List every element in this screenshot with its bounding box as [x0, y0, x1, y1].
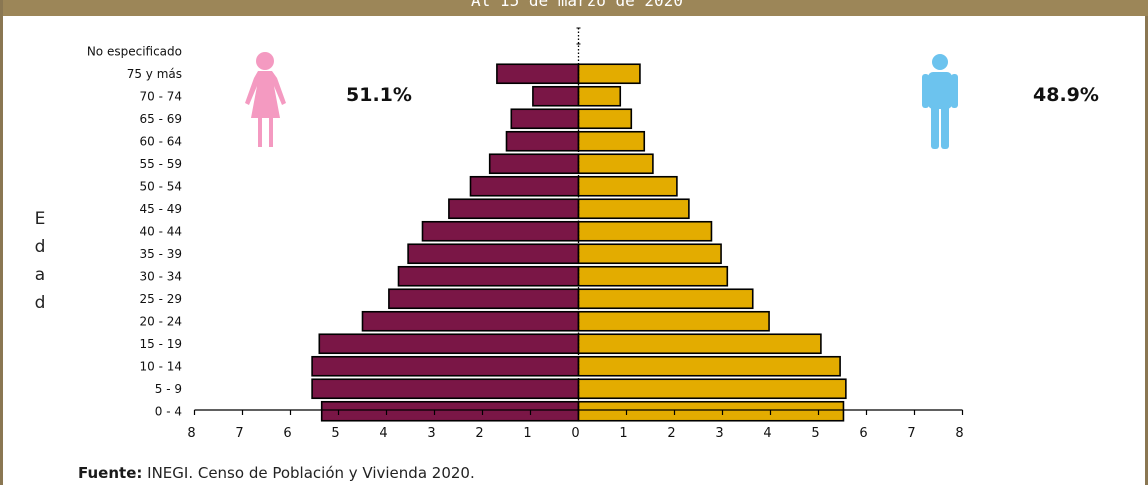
bar-male: [577, 288, 754, 310]
x-tick-label: 8: [187, 426, 195, 441]
bar-male: [577, 130, 646, 152]
female-percent: 51.1%: [346, 84, 412, 106]
source-text: INEGI. Censo de Población y Vivienda 202…: [142, 464, 475, 482]
x-tick-label: 6: [859, 426, 867, 441]
x-tick-label: 5: [811, 426, 819, 441]
male-percent: 48.9%: [1033, 84, 1099, 106]
bar-female: [448, 198, 580, 220]
x-tick-label: 1: [523, 426, 531, 441]
y-axis-title-letter: a: [34, 265, 46, 285]
x-tick-label: 6: [283, 426, 291, 441]
bar-female: [505, 130, 580, 152]
bar-female: [407, 243, 580, 265]
y-tick-label: 35 - 39: [140, 247, 183, 261]
bar-female: [421, 220, 580, 242]
y-tick-label: 45 - 49: [140, 202, 183, 216]
x-tick-label: 7: [235, 426, 243, 441]
y-tick-label: 60 - 64: [140, 134, 183, 148]
x-tick-label: 1: [619, 426, 627, 441]
bar-male: [577, 400, 845, 422]
x-tick-label: 4: [379, 426, 387, 441]
y-tick-label: 50 - 54: [140, 179, 183, 193]
bar-male: [577, 265, 729, 287]
bar-male: [577, 153, 654, 175]
x-tick-label: 3: [427, 426, 435, 441]
man-icon: [922, 54, 958, 149]
x-tick-label: 2: [475, 426, 483, 441]
woman-icon: [245, 52, 286, 147]
bars-group: [311, 63, 847, 422]
x-tick-label: 8: [955, 426, 963, 441]
y-tick-label: 65 - 69: [140, 112, 183, 126]
bar-female: [318, 333, 580, 355]
bar-male: [577, 63, 641, 85]
chart-title: Al 15 de marzo de 2020: [471, 0, 683, 10]
source-note: Fuente: INEGI. Censo de Población y Vivi…: [78, 464, 475, 482]
bar-female: [488, 153, 580, 175]
bar-male: [577, 378, 847, 400]
y-tick-label: 70 - 74: [140, 89, 183, 103]
x-tick-label: 5: [331, 426, 339, 441]
bar-female: [320, 400, 580, 422]
bar-male: [577, 85, 622, 107]
y-axis-title-letter: E: [34, 209, 46, 229]
bar-male: [577, 310, 770, 332]
source-label: Fuente:: [78, 464, 143, 482]
bar-male: [577, 220, 713, 242]
y-tick-label: 25 - 29: [140, 292, 183, 306]
x-tick-label: 4: [763, 426, 771, 441]
bar-female: [361, 310, 580, 332]
bar-female: [496, 63, 580, 85]
x-tick-label: 7: [907, 426, 915, 441]
bar-male: [577, 175, 678, 197]
bar-female: [311, 355, 580, 377]
y-tick-label: 5 - 9: [155, 382, 182, 396]
y-tick-label: 40 - 44: [140, 224, 183, 238]
bar-male: [577, 333, 822, 355]
y-tick-label: 30 - 34: [140, 269, 183, 283]
bar-female: [510, 108, 580, 130]
x-tick-label: 3: [715, 426, 723, 441]
bar-female: [532, 85, 580, 107]
y-axis-title-letter: d: [34, 237, 46, 257]
title-band: Al 15 de marzo de 2020: [3, 0, 1148, 16]
y-tick-label: 0 - 4: [155, 404, 182, 418]
y-tick-label: No especificado: [87, 44, 182, 58]
bar-male: [577, 108, 633, 130]
bar-female: [311, 378, 580, 400]
y-tick-label: 55 - 59: [140, 157, 183, 171]
y-tick-label: 20 - 24: [140, 314, 183, 328]
y-axis-title: E d a d: [33, 205, 47, 317]
x-tick-label: 0: [571, 426, 579, 441]
y-tick-label: 75 y más: [127, 67, 182, 81]
y-axis-title-letter: d: [34, 293, 46, 313]
bar-male: [577, 243, 722, 265]
bar-male: [577, 198, 690, 220]
bar-female: [469, 175, 580, 197]
bar-female: [388, 288, 580, 310]
x-tick-label: 2: [667, 426, 675, 441]
y-tick-label: 10 - 14: [140, 359, 183, 373]
bar-male: [577, 355, 841, 377]
y-tick-label: 15 - 19: [140, 337, 183, 351]
bar-female: [397, 265, 580, 287]
